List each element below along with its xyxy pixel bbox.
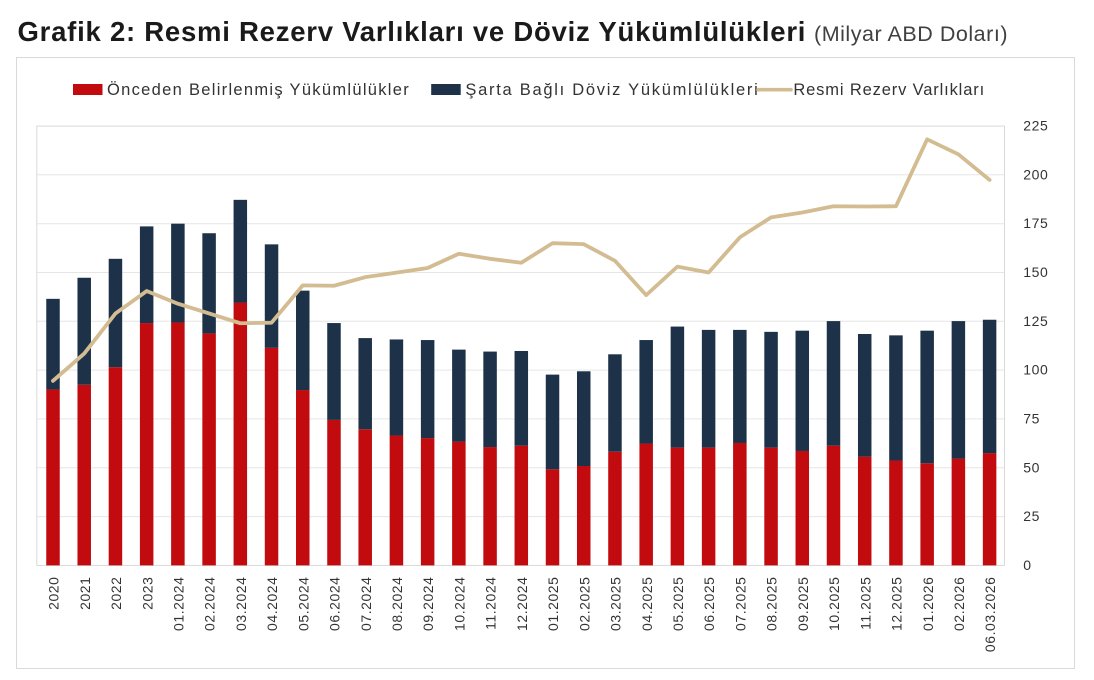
svg-text:05.2024: 05.2024 [295,577,311,631]
svg-text:09.2025: 09.2025 [795,577,811,631]
svg-text:06.03.2026: 06.03.2026 [982,576,998,652]
svg-text:12.2024: 12.2024 [514,577,530,631]
svg-text:10.2025: 10.2025 [826,577,842,631]
svg-text:0: 0 [1023,557,1031,573]
svg-text:10.2024: 10.2024 [451,577,467,631]
svg-text:07.2025: 07.2025 [732,577,748,631]
svg-text:07.2024: 07.2024 [358,577,374,631]
svg-text:100: 100 [1023,362,1048,378]
svg-text:2020: 2020 [46,577,62,610]
svg-text:06.2025: 06.2025 [701,577,717,631]
svg-text:Şarta Bağlı Döviz Yükümlülükle: Şarta Bağlı Döviz Yükümlülükleri [465,81,759,99]
svg-text:02.2025: 02.2025 [576,577,592,631]
svg-text:200: 200 [1023,166,1048,182]
svg-text:04.2024: 04.2024 [264,577,280,631]
svg-text:02.2026: 02.2026 [951,577,967,631]
svg-text:01.2024: 01.2024 [170,577,186,631]
svg-text:25: 25 [1023,508,1040,524]
svg-text:175: 175 [1023,215,1048,231]
svg-text:2023: 2023 [139,577,155,610]
svg-text:08.2025: 08.2025 [764,577,780,631]
svg-text:06.2024: 06.2024 [327,577,343,631]
svg-text:Önceden Belirlenmiş Yükümlülük: Önceden Belirlenmiş Yükümlülükler [107,81,410,99]
svg-text:Resmi Rezerv Varlıkları: Resmi Rezerv Varlıkları [793,81,985,99]
svg-text:03.2024: 03.2024 [233,577,249,631]
svg-text:03.2025: 03.2025 [608,577,624,631]
svg-text:12.2025: 12.2025 [889,577,905,631]
svg-text:2021: 2021 [77,577,93,610]
svg-text:125: 125 [1023,313,1048,329]
svg-text:05.2025: 05.2025 [670,577,686,631]
svg-text:01.2026: 01.2026 [920,577,936,631]
svg-text:08.2024: 08.2024 [389,577,405,631]
svg-text:09.2024: 09.2024 [420,577,436,631]
svg-text:11.2024: 11.2024 [483,577,499,630]
svg-text:225: 225 [1023,118,1048,134]
svg-text:11.2025: 11.2025 [857,577,873,630]
svg-text:150: 150 [1023,264,1048,280]
svg-text:01.2025: 01.2025 [545,577,561,631]
svg-text:2022: 2022 [108,577,124,610]
svg-text:Grafik 2: Resmi Rezerv Varlıkl: Grafik 2: Resmi Rezerv Varlıkları ve Döv… [18,16,807,47]
svg-text:04.2025: 04.2025 [639,577,655,631]
svg-text:50: 50 [1023,459,1040,475]
svg-text:02.2024: 02.2024 [202,577,218,631]
svg-text:(Milyar ABD Doları): (Milyar ABD Doları) [814,22,1008,46]
svg-text:75: 75 [1023,410,1040,426]
